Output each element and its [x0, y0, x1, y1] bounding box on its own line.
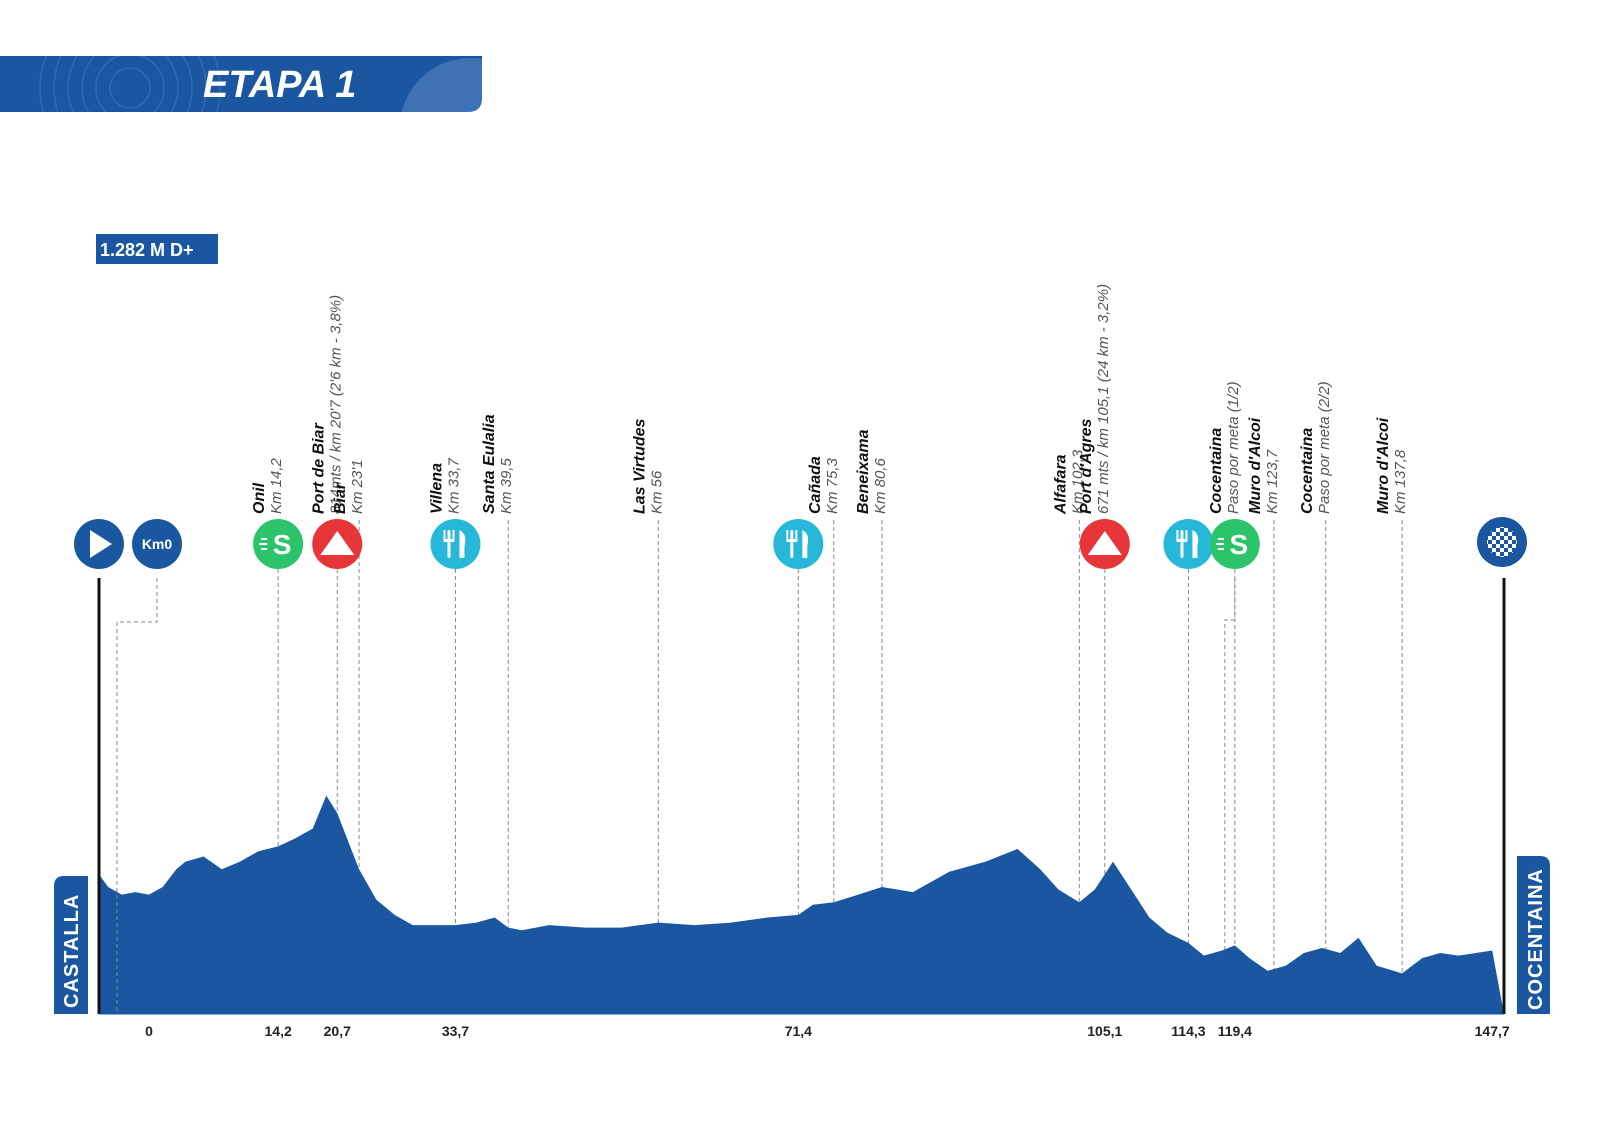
waypoint-label: Biar Km 23'1	[332, 459, 366, 514]
climb-icon	[1079, 519, 1130, 569]
waypoint-name: Port d'Agres	[1078, 419, 1095, 514]
waypoint-name: Villena	[428, 463, 445, 514]
feed-icon	[773, 519, 824, 569]
elevation-profile-area	[99, 795, 1504, 1014]
waypoint-label: Port de Biar 814mts / km 20'7 (2'6 km - 3…	[310, 295, 344, 514]
waypoint-name: Beneixama	[855, 429, 872, 514]
climb-icon	[312, 519, 363, 569]
waypoint-detail: Km 137,8	[1392, 449, 1409, 514]
waypoint-detail: Paso por meta (1/2)	[1225, 381, 1242, 514]
waypoint-label: Villena Km 33,7	[428, 457, 462, 514]
waypoint-label: Muro d'Alcoi Km 123,7	[1247, 417, 1281, 514]
waypoint-name: Muro d'Alcoi	[1375, 417, 1392, 514]
waypoint-labels: Onil Km 14,2 Port de Biar 814mts / km 20'7 …	[251, 284, 1409, 515]
waypoint-name: Alfafara	[1052, 454, 1069, 515]
x-tick-label: 14,2	[265, 1023, 292, 1039]
start-marker	[74, 519, 124, 1014]
waypoint-label: Cocentaina Paso por meta (1/2)	[1208, 381, 1242, 514]
feed-icon	[430, 519, 481, 569]
waypoint-label: Port d'Agres 671 mts / km 105,1 (24 km - …	[1078, 284, 1112, 514]
svg-text:S: S	[273, 529, 292, 560]
x-tick-label: 0	[145, 1023, 153, 1039]
sprint-icon: S	[253, 519, 304, 569]
waypoint-name: Cañada	[807, 456, 824, 514]
distance-ticks: 0 14,2 20,7 33,7 71,4 105,1 114,3 119,4 147,7	[145, 1023, 1510, 1039]
waypoint-label: Alfafara Km 102,3	[1052, 449, 1086, 515]
x-tick-label: 33,7	[442, 1023, 469, 1039]
waypoint-name: Muro d'Alcoi	[1247, 417, 1264, 514]
waypoint-name: Onil	[251, 482, 268, 514]
waypoint-name: Port de Biar	[310, 423, 327, 514]
waypoint-name: Biar	[332, 482, 349, 514]
header-decoration	[39, 56, 482, 112]
svg-text:S: S	[1229, 529, 1248, 560]
stage-header: ETAPA 1	[0, 56, 482, 112]
feed-icon	[1163, 519, 1214, 569]
waypoint-label: Beneixama Km 80,6	[855, 429, 889, 514]
sprint-icon: S	[1209, 519, 1260, 569]
km0-label: Km0	[142, 536, 173, 552]
waypoint-name: Cocentaina	[1299, 428, 1316, 514]
x-tick-label: 114,3	[1171, 1023, 1205, 1039]
x-tick-label: 71,4	[785, 1023, 812, 1039]
waypoint-label: Las Virtudes Km 56	[631, 418, 665, 514]
waypoint-name: Las Virtudes	[631, 418, 648, 514]
waypoint-guides	[277, 520, 1403, 1014]
waypoint-name: Cocentaina	[1208, 428, 1225, 514]
waypoint-label: Cocentaina Paso por meta (2/2)	[1299, 381, 1333, 514]
x-tick-label: 119,4	[1218, 1023, 1252, 1039]
waypoint-name: Santa Eulalia	[481, 414, 498, 514]
x-tick-label: 105,1	[1087, 1023, 1122, 1039]
waypoint-label: Muro d'Alcoi Km 137,8	[1375, 417, 1409, 514]
stage-title: ETAPA 1	[203, 64, 356, 106]
waypoint-detail: Km 102,3	[1069, 449, 1086, 514]
waypoint-detail: 814mts / km 20'7 (2'6 km - 3,8%)	[327, 295, 344, 514]
waypoint-detail: Km 14,2	[268, 457, 285, 514]
waypoint-detail: Km 123,7	[1264, 449, 1281, 514]
finish-marker	[1477, 517, 1527, 1014]
finish-city-tab: COCENTAINA	[1517, 856, 1550, 1014]
elevation-gain-label: 1.282 M D+	[100, 240, 194, 260]
waypoint-detail: 671 mts / km 105,1 (24 km - 3,2%)	[1095, 284, 1112, 514]
start-city-label: CASTALLA	[61, 894, 83, 1008]
x-tick-label: 147,7	[1475, 1023, 1510, 1039]
waypoint-detail: Km 80,6	[872, 457, 889, 514]
start-city-tab: CASTALLA	[54, 876, 88, 1014]
waypoint-detail: Paso por meta (2/2)	[1316, 381, 1333, 514]
waypoint-detail: Km 56	[648, 470, 665, 514]
waypoint-label: Santa Eulalia Km 39,5	[481, 414, 515, 514]
finish-city-label: COCENTAINA	[1525, 868, 1547, 1010]
waypoint-label: Cañada Km 75,3	[807, 456, 841, 514]
waypoint-detail: Km 33,7	[445, 457, 462, 514]
waypoint-detail: Km 75,3	[824, 457, 841, 514]
km0-marker: Km0	[116, 519, 182, 1012]
x-tick-label: 20,7	[324, 1023, 351, 1039]
km0-icon	[132, 519, 182, 569]
elevation-gain-badge: 1.282 M D+	[96, 234, 218, 264]
waypoint-detail: Km 39,5	[498, 457, 515, 514]
waypoint-detail: Km 23'1	[349, 459, 366, 514]
waypoint-label: Onil Km 14,2	[251, 457, 285, 514]
